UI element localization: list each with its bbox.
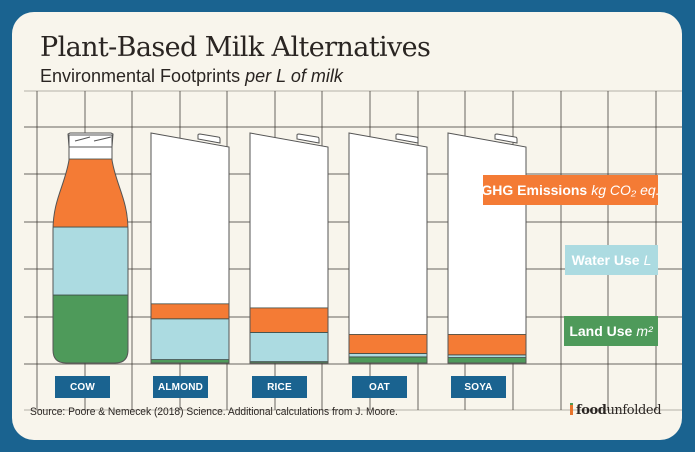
bar-land-almond (151, 359, 229, 363)
category-label-almond: ALMOND (153, 376, 208, 398)
source-note: Source: Poore & Nemecek (2018) Science. … (30, 406, 398, 418)
subtitle-italic: per L of milk (245, 66, 343, 86)
carton-spout (494, 133, 518, 144)
legend-land-label: Land Use (569, 323, 633, 339)
carton-body (250, 133, 328, 363)
legend-land: Land Use m² (564, 316, 658, 346)
carrot-icon (570, 403, 573, 415)
carton-body (448, 133, 526, 363)
bar-land-soya (448, 357, 526, 363)
fill-layers (151, 303, 229, 363)
fill-layers (448, 334, 526, 363)
container-outline (348, 132, 428, 364)
container-soya (447, 132, 527, 364)
bar-water-almond (151, 318, 229, 360)
legend-ghg: GHG Emissions kg CO₂ eq. (481, 175, 660, 205)
foodunfolded-logo: foodunfolded (570, 403, 662, 418)
subtitle-main: Environmental Footprints (40, 66, 241, 86)
container-oat (348, 132, 428, 364)
carton-body (349, 133, 427, 363)
container-outline (52, 134, 129, 364)
category-label-oat: OAT (352, 376, 407, 398)
logo-bold: food (576, 403, 607, 418)
bar-ghg-soya (448, 334, 526, 356)
category-label-cow: COW (55, 376, 110, 398)
bar-ghg-oat (349, 334, 427, 354)
bottle-cap-detail (74, 136, 112, 142)
container-outline (447, 132, 527, 364)
legend-water-unit: L (643, 252, 652, 268)
legend-water-label: Water Use (571, 252, 640, 268)
bar-land-cow (53, 294, 128, 363)
container-outline (150, 132, 230, 364)
bar-water-oat (349, 353, 427, 358)
container-almond (150, 132, 230, 364)
bar-water-cow (53, 226, 128, 296)
carton-spout (296, 133, 320, 144)
bar-water-soya (448, 354, 526, 358)
bar-water-rice (250, 331, 328, 363)
container-outline (249, 132, 329, 364)
bar-ghg-rice (250, 307, 328, 333)
container-cow (52, 132, 129, 364)
fill-layers (53, 158, 128, 363)
chart-subtitle: Environmental Footprints per L of milk (40, 66, 343, 87)
legend-ghg-unit: kg CO₂ eq. (591, 182, 660, 198)
containers (52, 132, 527, 364)
carton-spout (197, 133, 221, 144)
bar-land-oat (349, 356, 427, 363)
bar-ghg-cow (53, 158, 128, 228)
category-label-soya: SOYA (451, 376, 506, 398)
bar-ghg-almond (151, 303, 229, 320)
fill-layers (349, 334, 427, 363)
category-label-rice: RICE (252, 376, 307, 398)
container-rice (249, 132, 329, 364)
logo-regular: unfolded (606, 403, 662, 418)
legend-land-unit: m² (636, 323, 653, 339)
legend-ghg-label: GHG Emissions (481, 182, 588, 198)
fill-layers (250, 307, 328, 363)
legend-water: Water Use L (565, 245, 658, 275)
carton-spout (395, 133, 419, 144)
chart-title: Plant-Based Milk Alternatives (40, 32, 431, 63)
